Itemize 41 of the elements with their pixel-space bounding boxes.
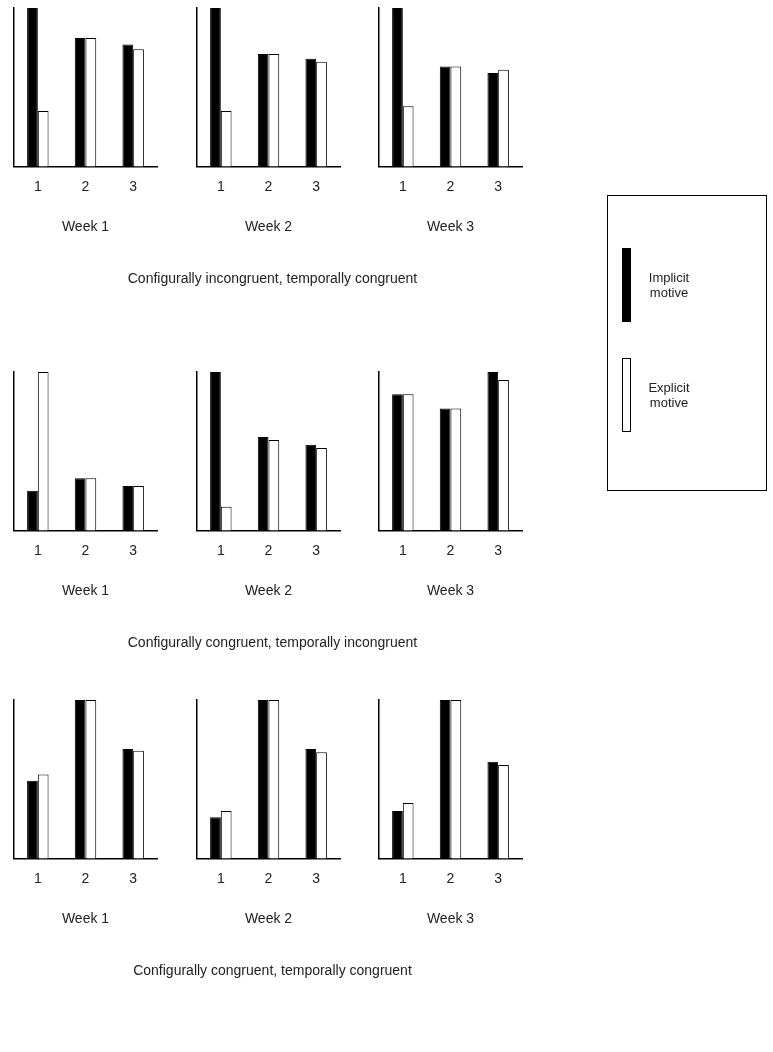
x-tick-label: 3 [129,541,138,558]
x-tick-label: 2 [81,869,90,886]
x-tick-label: 2 [446,541,455,558]
text: Configurally congruent, temporally incongruent [126,634,419,650]
x-axis-title: Week 2 [244,218,293,235]
x-tick-label: 1 [398,541,407,558]
x-axis-title: Week 1 [61,582,110,599]
x-tick-label: 1 [33,869,42,886]
x-tick-label: 3 [494,177,503,194]
text: Configurally congruent, temporally congruent [132,962,413,978]
x-tick-label: 2 [264,869,273,886]
x-tick-label: 3 [494,541,503,558]
x-tick-label: 1 [216,541,225,558]
x-tick-label: 3 [312,541,321,558]
x-tick-label: 3 [312,177,321,194]
x-tick-label: 1 [216,869,225,886]
x-tick-label: 1 [33,541,42,558]
x-tick-label: 3 [129,869,138,886]
x-axis-title: Week 2 [244,910,293,927]
x-tick-label: 2 [81,541,90,558]
x-tick-label: 1 [398,177,407,194]
x-axis-title: Week 1 [61,910,110,927]
text: Explicit motive [647,380,691,410]
x-axis-title: Week 1 [61,218,110,235]
x-axis-title: Week 2 [244,582,293,599]
x-tick-label: 3 [494,869,503,886]
x-tick-label: 1 [216,177,225,194]
x-tick-label: 1 [33,177,42,194]
x-axis-title: Week 3 [426,582,475,599]
x-tick-label: 2 [446,177,455,194]
x-tick-label: 2 [81,177,90,194]
text: Implicit motive [647,270,691,300]
x-axis-title: Week 3 [426,218,475,235]
x-tick-label: 1 [398,869,407,886]
x-tick-label: 3 [129,177,138,194]
text: Configurally incongruent, temporally congruent [126,270,419,286]
x-tick-label: 2 [264,541,273,558]
x-tick-label: 2 [446,869,455,886]
x-tick-label: 2 [264,177,273,194]
x-tick-label: 3 [312,869,321,886]
x-axis-title: Week 3 [426,910,475,927]
